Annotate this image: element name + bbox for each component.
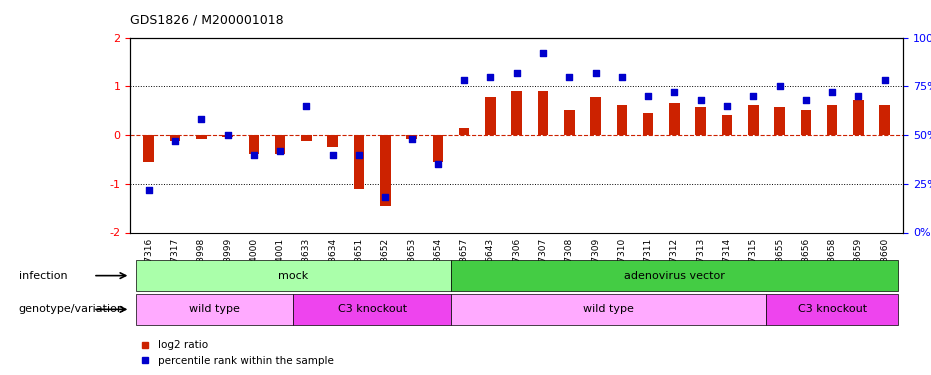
Point <box>404 136 419 142</box>
Point <box>746 93 761 99</box>
Text: C3 knockout: C3 knockout <box>338 304 407 314</box>
Point <box>352 152 367 157</box>
Bar <box>275 135 286 153</box>
Bar <box>880 105 890 135</box>
FancyBboxPatch shape <box>766 294 897 324</box>
Bar <box>616 105 627 135</box>
Point <box>772 83 787 89</box>
Bar <box>669 104 680 135</box>
Bar <box>485 97 495 135</box>
Point <box>142 187 156 193</box>
Point <box>851 93 866 99</box>
Bar <box>511 91 522 135</box>
Text: genotype/variation: genotype/variation <box>19 304 125 314</box>
Bar <box>143 135 154 162</box>
Point <box>509 70 524 76</box>
Bar <box>223 135 233 138</box>
Bar <box>354 135 364 189</box>
Point <box>877 77 892 83</box>
Point <box>694 97 708 103</box>
FancyBboxPatch shape <box>451 294 766 324</box>
Point <box>247 152 262 157</box>
Bar <box>643 113 654 135</box>
Bar <box>722 114 732 135</box>
Bar <box>775 107 785 135</box>
Point <box>325 152 340 157</box>
Point <box>825 89 840 95</box>
Point <box>799 97 814 103</box>
Bar <box>695 107 706 135</box>
Text: GDS1826 / M200001018: GDS1826 / M200001018 <box>130 13 284 26</box>
Point <box>430 161 445 167</box>
Text: mock: mock <box>278 271 308 280</box>
Bar <box>302 135 312 141</box>
FancyBboxPatch shape <box>451 260 897 291</box>
Bar <box>196 135 207 139</box>
Point <box>614 74 629 80</box>
Point <box>561 74 576 80</box>
Bar <box>827 105 837 135</box>
FancyBboxPatch shape <box>136 260 451 291</box>
Bar <box>380 135 390 206</box>
Bar <box>328 135 338 147</box>
Bar <box>169 135 181 141</box>
Point <box>299 103 314 109</box>
Text: adenovirus vector: adenovirus vector <box>624 271 725 280</box>
Bar <box>249 135 259 153</box>
Point <box>168 138 182 144</box>
FancyBboxPatch shape <box>136 294 293 324</box>
Bar <box>801 110 811 135</box>
Bar <box>590 97 600 135</box>
Point <box>588 70 603 76</box>
Bar <box>853 100 864 135</box>
FancyBboxPatch shape <box>293 294 451 324</box>
Point <box>667 89 681 95</box>
Point <box>720 103 735 109</box>
Bar <box>748 105 759 135</box>
Bar <box>406 135 417 139</box>
Point <box>194 116 209 122</box>
Bar <box>564 110 574 135</box>
Bar <box>433 135 443 162</box>
Text: C3 knockout: C3 knockout <box>798 304 867 314</box>
Text: wild type: wild type <box>583 304 634 314</box>
Text: infection: infection <box>19 271 67 280</box>
Point <box>378 194 393 200</box>
Bar <box>459 128 469 135</box>
Text: wild type: wild type <box>189 304 240 314</box>
Point <box>483 74 498 80</box>
Point <box>641 93 655 99</box>
Point <box>535 50 550 56</box>
Point <box>273 148 288 154</box>
Point <box>457 77 472 83</box>
Point <box>220 132 235 138</box>
Bar <box>538 91 548 135</box>
Legend: log2 ratio, percentile rank within the sample: log2 ratio, percentile rank within the s… <box>136 336 339 370</box>
